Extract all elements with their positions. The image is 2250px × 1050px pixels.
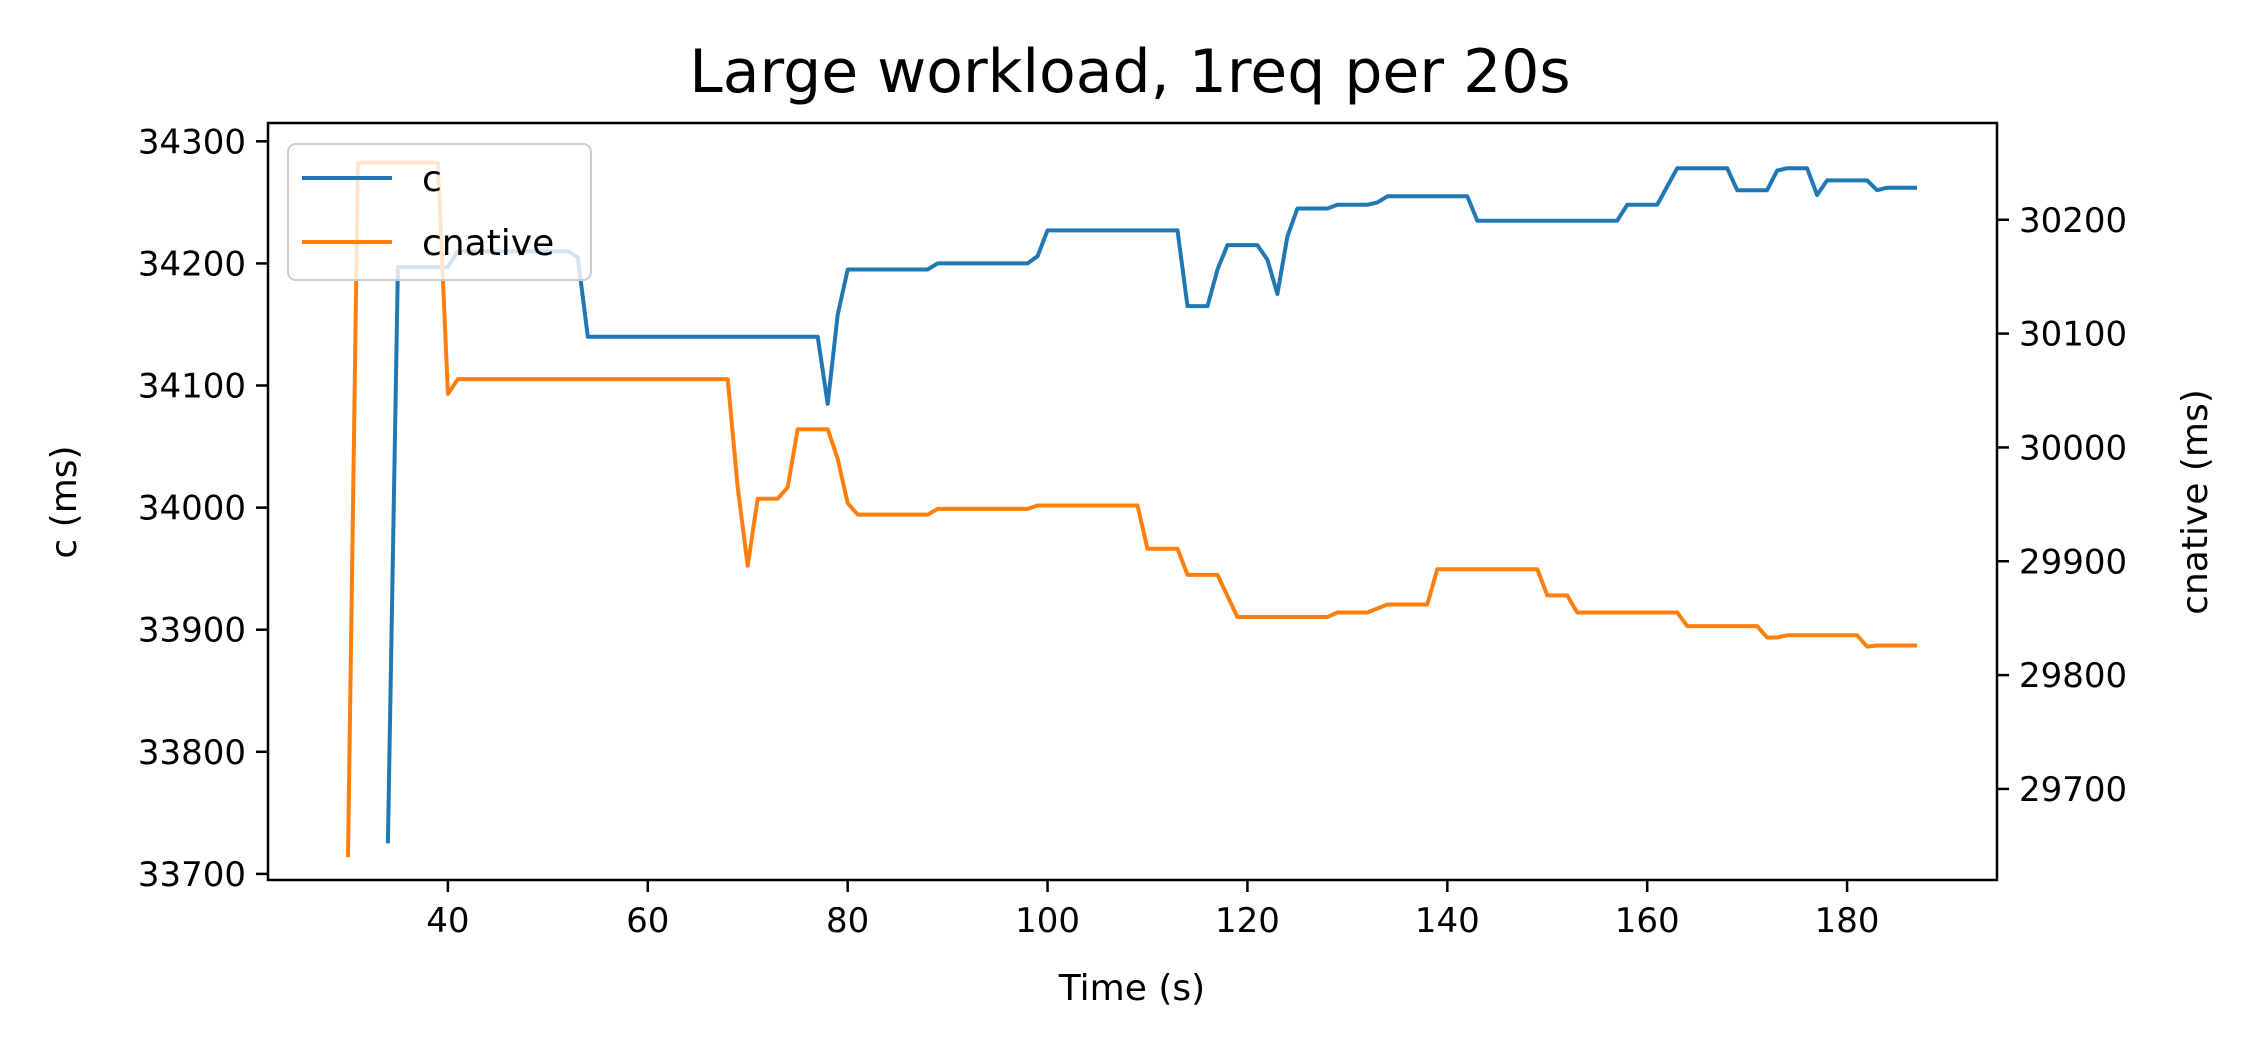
series-line-cnative	[346, 160, 1917, 858]
series-layer	[346, 160, 1917, 858]
y-right-tick-label: 29700	[2019, 770, 2127, 810]
y-left-tick-label: 34100	[138, 367, 246, 407]
x-tick-label: 100	[1015, 901, 1080, 941]
y-left-tick-label: 33800	[138, 733, 246, 773]
y-axis-right: 29700 29800 29900 30000 30100 30200	[1997, 201, 2127, 810]
x-axis-label: Time (s)	[1058, 968, 1205, 1009]
x-tick-label: 160	[1615, 901, 1680, 941]
x-tick-label: 180	[1815, 901, 1880, 941]
y-right-tick-label: 29800	[2019, 656, 2127, 696]
x-tick-label: 40	[426, 901, 469, 941]
y-left-tick-label: 33900	[138, 611, 246, 651]
y-left-tick-label: 34000	[138, 489, 246, 529]
y-axis-right-label: cnative (ms)	[2175, 389, 2216, 615]
x-tick-label: 140	[1415, 901, 1480, 941]
y-right-tick-label: 29900	[2019, 542, 2127, 582]
legend-label-cnative: cnative	[422, 223, 554, 264]
x-axis: 40 60 80 100 120 140 160 180	[426, 880, 1880, 941]
series-line-c	[385, 166, 1917, 844]
y-left-tick-label: 33700	[138, 855, 246, 895]
x-tick-label: 120	[1215, 901, 1280, 941]
y-right-tick-label: 30000	[2019, 428, 2127, 468]
y-left-tick-label: 34200	[138, 244, 246, 284]
x-tick-label: 80	[826, 901, 869, 941]
y-right-tick-label: 30100	[2019, 315, 2127, 355]
x-tick-label: 60	[626, 901, 669, 941]
plot-frame	[266, 121, 1999, 882]
chart-title: Large workload, 1req per 20s	[689, 37, 1570, 107]
legend-label-c: c	[422, 159, 442, 200]
y-axis-left: 33700 33800 33900 34000 34100 34200 34300	[138, 122, 268, 895]
legend: c cnative	[287, 143, 592, 281]
y-right-tick-label: 30200	[2019, 201, 2127, 241]
y-left-tick-label: 34300	[138, 122, 246, 162]
y-axis-left-label: c (ms)	[44, 445, 85, 558]
